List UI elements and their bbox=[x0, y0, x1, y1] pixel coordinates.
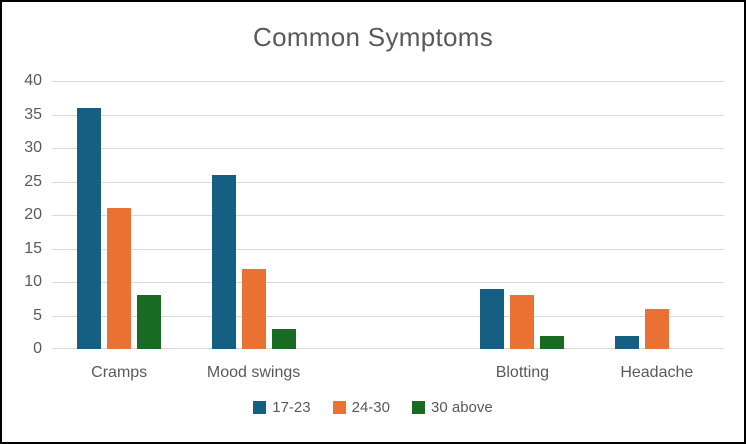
legend-label-17-23: 17-23 bbox=[272, 399, 311, 416]
bar-17-23-Blotting bbox=[480, 288, 505, 349]
gridline-0 bbox=[52, 348, 724, 349]
gridline-10 bbox=[52, 282, 724, 283]
legend-item-17-23: 17-23 bbox=[253, 399, 311, 416]
bar-17-23-Headache bbox=[614, 335, 639, 349]
bar-17-23-Cramps bbox=[77, 107, 102, 349]
legend: 17-23 24-30 30 above bbox=[2, 399, 744, 416]
legend-item-24-30: 24-30 bbox=[332, 399, 390, 416]
x-category-label-cramps: Cramps bbox=[91, 364, 148, 381]
legend-label-24-30: 24-30 bbox=[351, 399, 390, 416]
chart-title: Common Symptoms bbox=[253, 22, 493, 52]
gridline-20 bbox=[52, 215, 724, 216]
legend-swatch-30-above bbox=[412, 401, 425, 414]
y-tick-label-0: 0 bbox=[33, 340, 42, 357]
y-tick-label-15: 15 bbox=[24, 239, 42, 257]
legend-swatch-24-30 bbox=[332, 401, 346, 414]
x-category-label-mood-swings: Mood swings bbox=[206, 364, 301, 381]
bar-17-23-Mood swings bbox=[211, 174, 236, 349]
y-tick-label-35: 35 bbox=[24, 105, 42, 123]
bar-24-30-Headache bbox=[644, 308, 669, 349]
x-category-label-headache: Headache bbox=[620, 364, 694, 381]
legend-item-30-above: 30 above bbox=[412, 399, 493, 416]
gridline-30 bbox=[52, 148, 724, 149]
gridline-5 bbox=[52, 315, 724, 317]
y-tick-label-20: 20 bbox=[24, 206, 42, 223]
y-tick-label-30: 30 bbox=[24, 139, 42, 156]
bar-30-above-Mood swings bbox=[271, 328, 296, 349]
plot-area bbox=[52, 81, 724, 349]
legend-swatch-17-23 bbox=[253, 401, 267, 414]
bar-24-30-Mood swings bbox=[241, 268, 266, 349]
y-tick-label-40: 40 bbox=[24, 72, 42, 89]
bar-30-above-Cramps bbox=[137, 295, 162, 349]
y-tick-label-25: 25 bbox=[24, 172, 42, 190]
y-tick-label-10: 10 bbox=[24, 273, 42, 290]
gridline-15 bbox=[52, 248, 724, 250]
bar-24-30-Cramps bbox=[107, 208, 132, 349]
y-tick-label-5: 5 bbox=[33, 306, 42, 324]
gridline-35 bbox=[52, 114, 724, 116]
legend-label-30-above: 30 above bbox=[431, 399, 493, 416]
bar-24-30-Blotting bbox=[510, 295, 535, 349]
gridline-40 bbox=[52, 81, 724, 82]
x-category-label-blotting: Blotting bbox=[495, 364, 550, 381]
bar-30-above-Blotting bbox=[540, 335, 565, 349]
gridline-25 bbox=[52, 181, 724, 183]
